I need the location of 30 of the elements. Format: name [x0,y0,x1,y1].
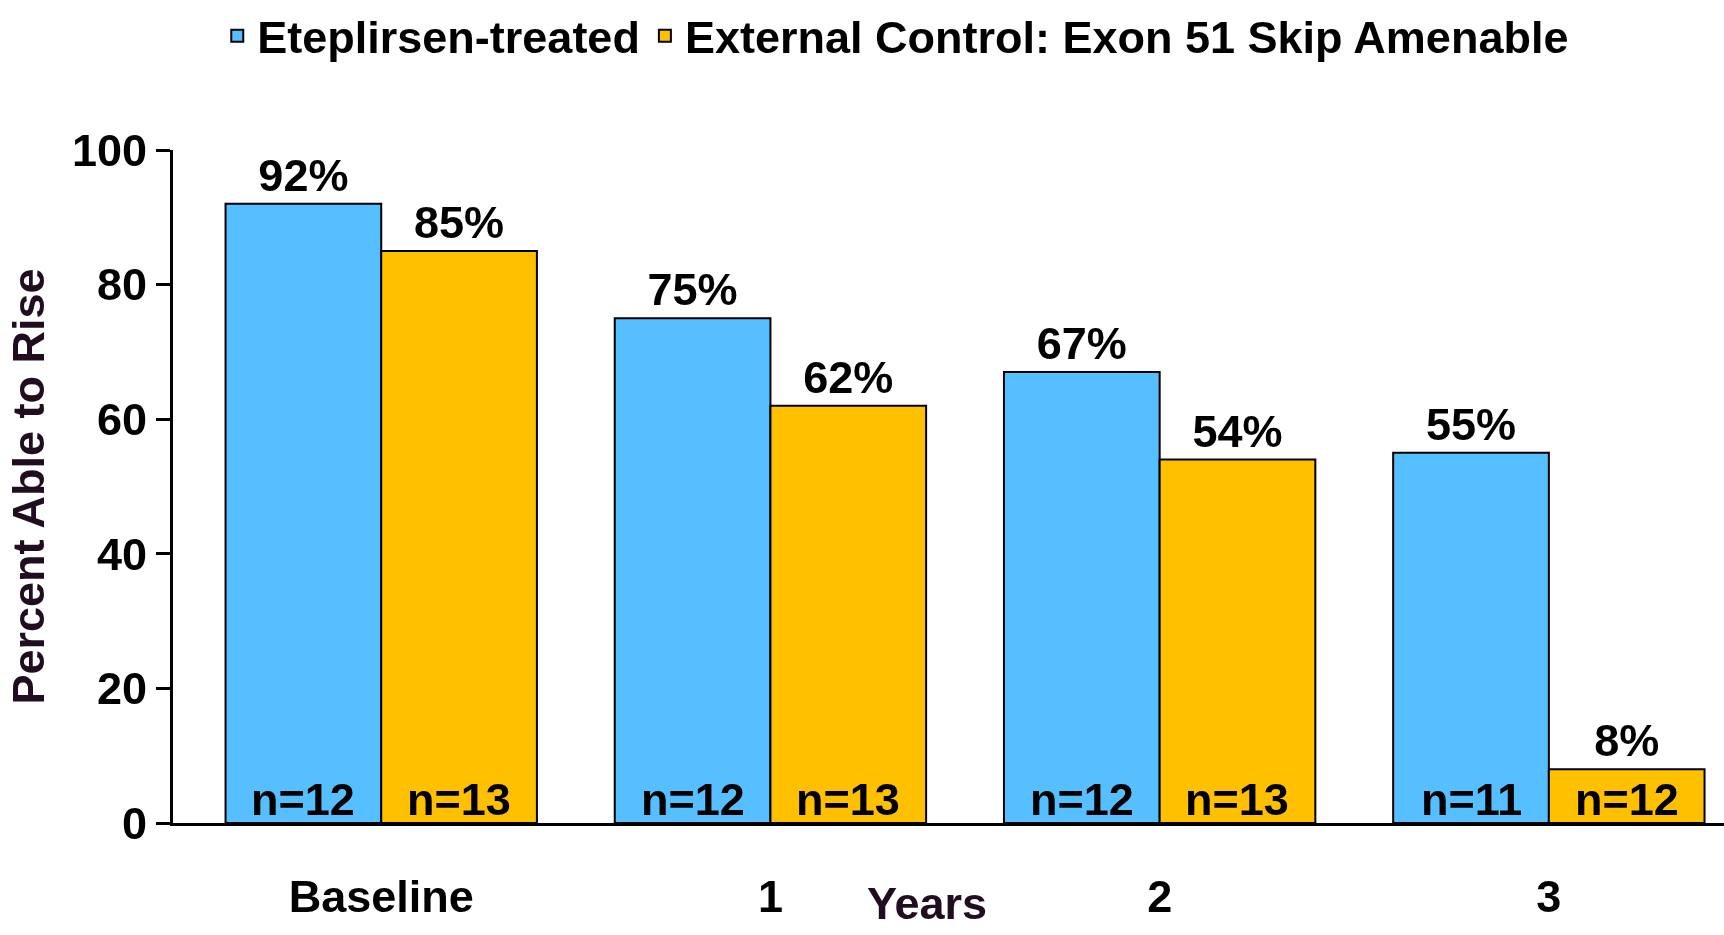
y-tick-label: 100 [71,124,147,176]
data-label: 8% [1594,715,1660,767]
annotation: n=12 [1575,774,1679,825]
data-label: 55% [1425,398,1517,450]
data-label: 75% [647,264,738,316]
data-label: 67% [1036,318,1127,370]
legend-label: Eteplirsen-treated [257,12,640,64]
data-label: 85% [414,196,505,248]
y-tick-label: 20 [96,663,147,715]
x-axis-title: Years [867,878,988,929]
x-tick-label: 1 [757,871,783,922]
data-label: 92% [258,149,349,201]
legend-label: External Control: Exon 51 Skip Amenable [684,12,1569,64]
annotation: n=13 [1185,774,1289,825]
x-tick-label: 2 [1147,871,1173,922]
annotation: n=12 [641,774,745,825]
annotation: n=12 [251,774,355,825]
data-label: 62% [803,351,894,403]
annotation: n=11 [1421,774,1523,825]
annotation: n=12 [1030,774,1134,825]
data-label: 54% [1192,405,1283,457]
y-tick-label: 0 [121,797,147,849]
annotation: n=13 [407,774,511,825]
y-tick-label: 40 [96,528,147,580]
x-tick-label: Baseline [288,871,474,922]
y-tick-label: 80 [96,259,147,311]
x-tick-label: 3 [1536,871,1562,922]
y-tick-label: 60 [96,393,147,445]
y-axis-title: Percent Able to Rise [2,268,54,705]
annotation: n=13 [796,774,900,825]
